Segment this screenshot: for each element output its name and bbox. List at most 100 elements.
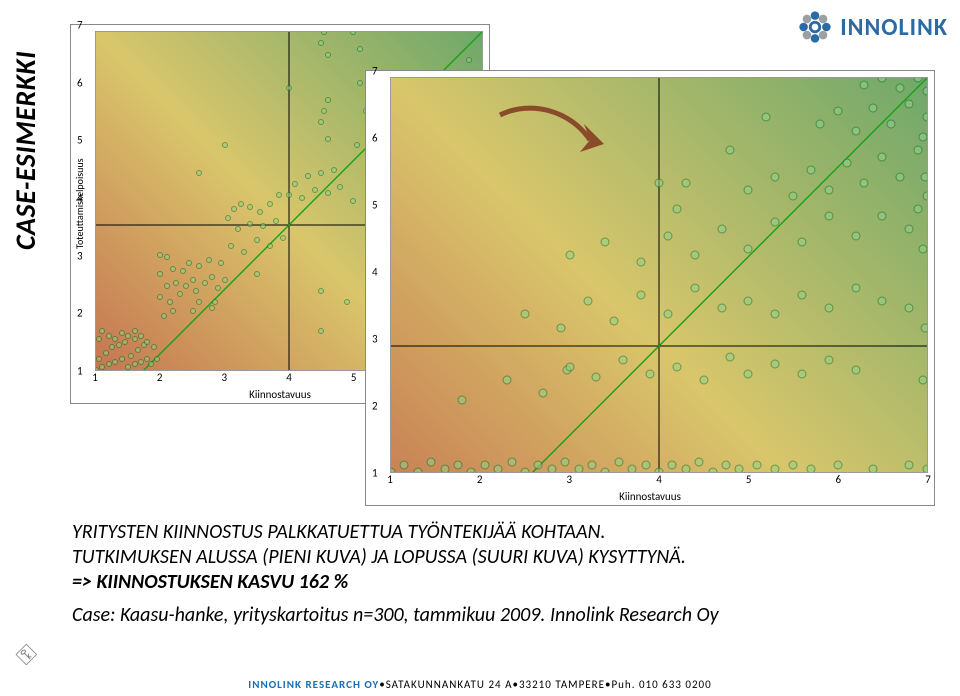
data-point [860,179,869,188]
logo-icon [796,8,834,46]
data-point [196,170,202,176]
text-case: Case: Kaasu-hanke, yrityskartoitus n=300… [72,603,920,628]
footer-address: SATAKUNNANKATU 24 A [386,678,513,691]
data-point [869,464,878,473]
data-point [202,280,208,286]
data-point [183,283,189,289]
data-point [209,305,215,311]
data-point [726,353,735,362]
data-point [157,252,163,258]
data-point [918,376,927,385]
text-line2: TUTKIMUKSEN ALUSSA (PIENI KUVA) JA LOPUS… [72,545,920,570]
data-point [565,362,574,371]
big-chart: 1234567 1234567 Kiinnostavuus [365,70,935,506]
data-point [206,257,212,263]
data-point [494,464,503,473]
data-point [735,464,744,473]
data-point [717,303,726,312]
data-point [797,238,806,247]
data-point [663,231,672,240]
big-xlabel: Kiinnostavuus [366,490,934,503]
data-point [663,310,672,319]
data-point [556,323,565,332]
data-point [789,192,798,201]
body-text: YRITYSTEN KIINNOSTUS PALKKATUETTUA TYÖNT… [72,520,920,628]
data-point [267,201,273,207]
data-point [561,458,570,467]
data-point [744,369,753,378]
data-point [193,288,199,294]
data-point [106,333,112,339]
data-point [116,342,122,348]
data-point [896,83,905,92]
data-point [534,461,543,470]
data-point [905,303,914,312]
data-point [325,52,331,58]
data-point [628,464,637,473]
data-point [905,100,914,109]
data-point [771,172,780,181]
data-point [668,461,677,470]
text-line1: YRITYSTEN KIINNOSTUS PALKKATUETTUA TYÖNT… [72,520,920,545]
data-point [209,274,215,280]
data-point [797,290,806,299]
data-point [914,205,923,214]
data-point [641,461,650,470]
data-point [96,356,102,362]
data-point [128,353,134,359]
data-point [331,167,337,173]
data-point [257,209,263,215]
data-point [672,362,681,371]
data-point [521,310,530,319]
data-point [681,464,690,473]
data-point [744,297,753,306]
data-point [119,330,125,336]
data-point [106,361,112,367]
logo-text: INNOLINK [840,13,948,42]
data-point [619,356,628,365]
data-point [538,389,547,398]
data-point [190,308,196,314]
footer-company: INNOLINK RESEARCH OY [248,678,379,691]
data-point [699,376,708,385]
data-point [318,119,324,125]
data-point [222,142,228,148]
data-point [273,218,279,224]
data-point [610,316,619,325]
data-point [151,344,157,350]
data-point [851,126,860,135]
data-point [125,364,131,370]
data-point [325,136,331,142]
data-point [161,313,167,319]
data-point [132,336,138,342]
data-point [672,205,681,214]
data-point [400,461,409,470]
data-point [878,152,887,161]
data-point [507,458,516,467]
data-point [186,260,192,266]
data-point [241,249,247,255]
key-icon: ⚿ [11,639,42,670]
data-point [923,113,929,122]
data-point [588,461,597,470]
data-point [103,350,109,356]
data-point [842,159,851,168]
data-point [321,108,327,114]
data-point [357,46,363,52]
data-point [215,285,221,291]
data-point [690,251,699,260]
data-point [196,299,202,305]
data-point [726,146,735,155]
data-point [878,211,887,220]
data-point [614,458,623,467]
data-point [806,464,815,473]
data-point [225,215,231,221]
data-point [112,336,118,342]
data-point [109,344,115,350]
data-point [503,376,512,385]
data-point [851,231,860,240]
data-point [923,464,929,473]
data-point [267,243,273,249]
data-point [921,323,928,332]
data-point [771,359,780,368]
